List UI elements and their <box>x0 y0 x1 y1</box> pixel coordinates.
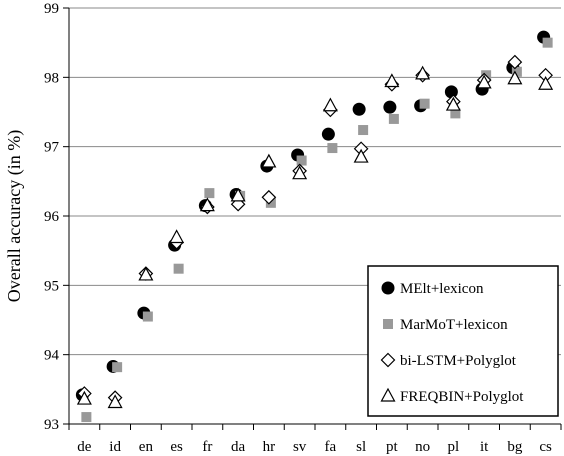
point-freqbin-polyglot-bg <box>507 70 523 85</box>
point-freqbin-polyglot-sv <box>292 165 308 180</box>
point-melt-lexicon-fa <box>321 127 335 141</box>
legend-label-melt-lexicon: MElt+lexicon <box>400 281 484 297</box>
x-tick-label: id <box>109 439 121 455</box>
point-freqbin-polyglot-sl <box>353 148 369 163</box>
x-tick-label: bg <box>507 439 523 455</box>
x-tick-label: sl <box>356 439 366 455</box>
point-freqbin-polyglot-pt <box>384 73 400 88</box>
y-tick-label: 97 <box>44 140 60 156</box>
x-tick-label: pt <box>386 439 399 455</box>
point-freqbin-polyglot-da <box>230 187 246 202</box>
x-tick-label: sv <box>293 439 307 455</box>
x-tick-label: en <box>139 439 154 455</box>
y-tick-label: 99 <box>44 1 59 17</box>
point-marmot-lexicon-bg <box>511 66 522 77</box>
series-freqbin-polyglot <box>76 65 554 409</box>
point-marmot-lexicon-sl <box>358 125 369 136</box>
legend-marker-bi-lstm-polyglot <box>380 352 396 368</box>
point-freqbin-polyglot-es <box>169 229 185 244</box>
point-freqbin-polyglot-en <box>138 266 154 281</box>
x-tick-label: es <box>170 439 183 455</box>
data-points <box>75 30 554 423</box>
point-marmot-lexicon-en <box>142 311 153 322</box>
point-marmot-lexicon-fa <box>327 143 338 154</box>
x-tick-label: fr <box>202 439 212 455</box>
point-freqbin-polyglot-de <box>76 390 92 405</box>
x-tick-label: da <box>231 439 246 455</box>
y-tick-label: 94 <box>44 348 60 364</box>
x-tick-label: hr <box>263 439 276 455</box>
x-tick-label: no <box>415 439 430 455</box>
y-tick-label: 98 <box>44 70 59 86</box>
x-tick-label: cs <box>539 439 552 455</box>
point-marmot-lexicon-pt <box>388 113 399 124</box>
x-tick-label: it <box>480 439 489 455</box>
x-tick-label: pl <box>448 439 460 455</box>
x-tick-label: fa <box>325 439 337 455</box>
point-marmot-lexicon-id <box>112 362 123 373</box>
legend-marker-marmot-lexicon <box>383 319 393 329</box>
point-freqbin-polyglot-id <box>107 394 123 409</box>
point-bi-lstm-polyglot-hr <box>261 189 277 205</box>
x-tick-labels: de id en es fr da hr sv fa sl pt no pl it bg cs <box>77 439 552 455</box>
point-marmot-lexicon-cs <box>542 37 553 48</box>
legend-marker-melt-lexicon <box>381 281 395 295</box>
legend-label-marmot-lexicon: MarMoT+lexicon <box>400 317 508 333</box>
point-melt-lexicon-sl <box>352 102 366 116</box>
legend-label-freqbin-polyglot: FREQBIN+Polyglot <box>400 389 524 405</box>
point-marmot-lexicon-fr <box>204 188 215 199</box>
y-tick-labels: 93 94 95 96 97 98 99 <box>44 1 60 433</box>
point-freqbin-polyglot-it <box>476 74 492 89</box>
y-tick-label: 96 <box>44 209 60 225</box>
x-tick-label: de <box>77 439 92 455</box>
legend-label-bi-lstm-polyglot: bi-LSTM+Polyglot <box>400 353 517 369</box>
point-marmot-lexicon-pl <box>450 108 461 119</box>
point-freqbin-polyglot-no <box>415 65 431 80</box>
point-melt-lexicon-pl <box>444 85 458 99</box>
y-axis-label: Overall accuracy (in %) <box>4 130 25 302</box>
legend-marker-freqbin-polyglot <box>380 387 396 402</box>
point-marmot-lexicon-de <box>81 412 92 423</box>
point-marmot-lexicon-hr <box>265 197 276 208</box>
point-freqbin-polyglot-fr <box>199 197 215 212</box>
y-tick-label: 95 <box>44 278 59 294</box>
point-freqbin-polyglot-cs <box>538 76 554 90</box>
axes <box>63 7 562 430</box>
point-freqbin-polyglot-pl <box>445 96 461 111</box>
legend-box <box>367 265 559 417</box>
point-marmot-lexicon-sv <box>296 155 307 166</box>
legend: MElt+lexicon MarMoT+lexicon bi-LSTM+Polygl… <box>367 265 559 417</box>
point-freqbin-polyglot-hr <box>261 153 277 168</box>
y-tick-label: 93 <box>44 417 59 433</box>
point-freqbin-polyglot-fa <box>322 97 338 112</box>
point-melt-lexicon-pt <box>383 100 397 114</box>
point-marmot-lexicon-es <box>173 263 184 274</box>
point-marmot-lexicon-no <box>419 98 430 109</box>
point-bi-lstm-polyglot-bg <box>507 54 523 70</box>
